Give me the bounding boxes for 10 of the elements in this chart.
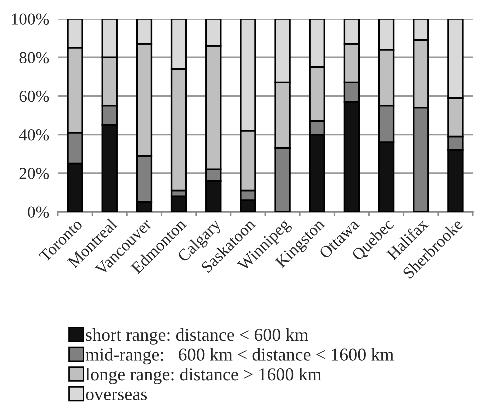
legend-label: mid-range: 600 km < distance < 1600 km xyxy=(86,348,394,365)
y-tick-label: 20% xyxy=(20,168,50,180)
legend-label: longe range: distance > 1600 km xyxy=(86,368,322,384)
legend-label: overseas xyxy=(86,392,148,400)
y-tick-label: 80% xyxy=(20,52,50,64)
y-tick-label: 0% xyxy=(28,206,50,218)
y-tick-label: 60% xyxy=(20,90,50,102)
legend-label: short range: distance < 600 km xyxy=(86,328,309,345)
y-tick-label: 40% xyxy=(19,130,50,141)
y-tick-label: 100% xyxy=(12,14,50,25)
